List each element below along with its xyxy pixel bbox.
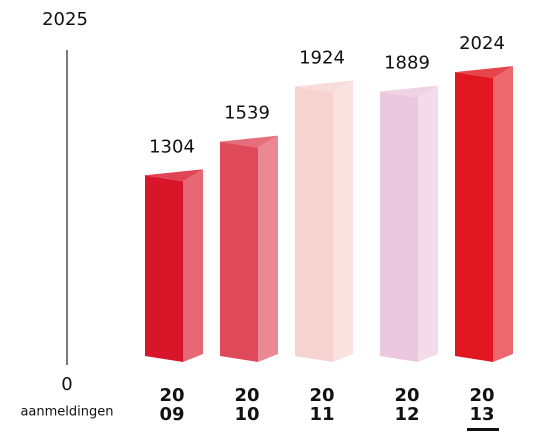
x-tick-label: 20 [159,385,184,406]
bar-side [183,169,203,362]
bar-top [145,169,203,182]
bar [220,141,258,362]
x-tick-label: 20 [469,385,494,406]
bar-top [220,135,278,148]
bar-side [258,135,278,362]
bar-top [455,66,513,79]
x-tick-label: 20 [394,385,419,406]
bar [380,91,418,363]
y-tick-label: 2025 [42,9,88,30]
x-tick-label: 20 [234,385,259,406]
y-tick-label: 0 [61,374,72,395]
x-tick-label: 13 [469,404,494,425]
y-axis-label: aanmeldingen [20,405,113,420]
x-tick-label: 20 [309,385,334,406]
bar-top [380,85,438,98]
value-label: 2024 [459,33,505,54]
x-tick-label: 11 [309,404,334,425]
bar [455,72,493,362]
bar-side [333,80,353,362]
bar-top [295,80,353,93]
bar-side [418,85,438,363]
x-tick-label: 10 [234,404,259,425]
value-label: 1304 [149,136,195,157]
bar [295,86,333,362]
bar [145,175,183,362]
value-label: 1889 [384,52,430,73]
highlight-underline [467,428,499,431]
x-tick-label: 09 [159,404,184,425]
x-tick-label: 12 [394,404,419,425]
value-label: 1539 [224,103,270,124]
value-label: 1924 [299,47,345,68]
bar-side [493,66,513,362]
